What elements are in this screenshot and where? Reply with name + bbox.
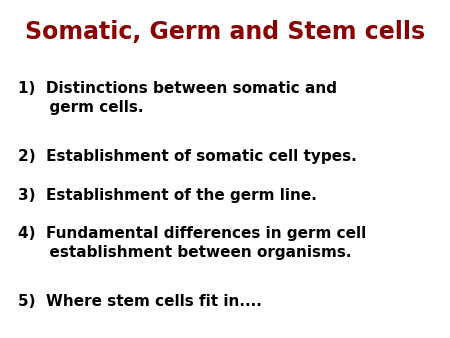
Text: 5)  Where stem cells fit in....: 5) Where stem cells fit in....	[18, 294, 262, 309]
Text: 1)  Distinctions between somatic and
      germ cells.: 1) Distinctions between somatic and germ…	[18, 81, 337, 115]
Text: 3)  Establishment of the germ line.: 3) Establishment of the germ line.	[18, 188, 317, 202]
Text: 2)  Establishment of somatic cell types.: 2) Establishment of somatic cell types.	[18, 149, 357, 164]
Text: 4)  Fundamental differences in germ cell
      establishment between organisms.: 4) Fundamental differences in germ cell …	[18, 226, 366, 260]
Text: Somatic, Germ and Stem cells: Somatic, Germ and Stem cells	[25, 20, 425, 44]
